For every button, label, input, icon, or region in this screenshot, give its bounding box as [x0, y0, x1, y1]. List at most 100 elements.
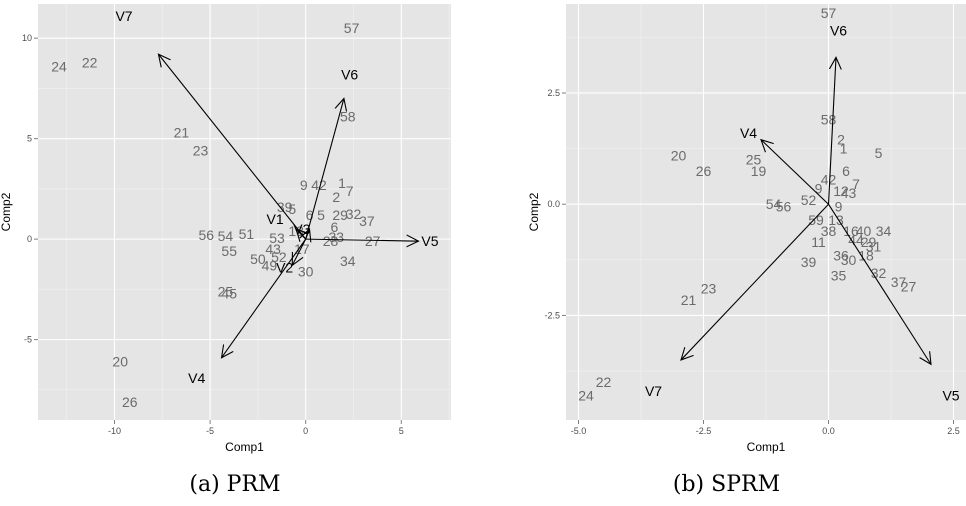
point-label: 19: [751, 163, 767, 179]
point-label: 31: [866, 238, 882, 254]
point-label: 43: [841, 185, 857, 201]
y-axis-title: Comp2: [0, 192, 13, 231]
panel-prm: -10 -5 0 5 -5 0 5 10 Comp1 Comp2 57 24 22 58 21 2 3 9 42 1 7…: [0, 0, 470, 506]
point-label: 1: [338, 175, 346, 191]
point-label: 25: [746, 152, 762, 168]
point-label: 42: [821, 172, 837, 188]
point-label: 51: [239, 226, 255, 242]
point-label: 11: [811, 234, 826, 250]
loading-arrow: [222, 238, 307, 358]
point-label: 13: [828, 212, 844, 228]
variable-label: V6: [341, 66, 358, 82]
point-label: 9: [835, 198, 843, 214]
point-label: 37: [891, 274, 907, 290]
point-label: 26: [122, 394, 138, 410]
point-label: 26: [696, 163, 712, 179]
point-label: 52: [801, 192, 817, 208]
point-label: 12: [833, 183, 849, 199]
point-label: 45: [221, 285, 237, 301]
point-label: 6: [330, 219, 338, 235]
point-label: 52: [271, 249, 287, 265]
x-tick-label: -10: [108, 426, 121, 436]
panel-sprm: -5.0 -2.5 0.0 2.5 -2.5 0.0 2.5 Comp1 Comp2 57 58 2 1…: [487, 0, 966, 506]
point-label: 7: [852, 176, 860, 192]
point-label: 40: [856, 223, 872, 239]
point-label: 21: [174, 125, 190, 141]
point-label: 2: [332, 189, 340, 205]
loading-arrow: [306, 229, 310, 239]
x-tick-label: -5: [206, 426, 214, 436]
variable-label: V3: [293, 221, 310, 237]
point-label: 7: [346, 183, 354, 199]
point-label: 29: [861, 234, 877, 250]
point-label: 39: [277, 199, 293, 215]
point-label: 5: [288, 201, 296, 217]
loading-arrow: [827, 57, 837, 205]
point-label: 43: [265, 241, 281, 257]
point-label: 32: [346, 206, 362, 222]
y-tick-label: 10: [22, 33, 32, 43]
point-label: 24: [51, 58, 67, 74]
variable-label: V2: [276, 259, 293, 275]
point-label: 27: [365, 233, 381, 249]
point-label: 53: [269, 230, 285, 246]
y-tick-label: 0.0: [547, 199, 560, 209]
point-label: 54: [218, 228, 234, 244]
point-label: 33: [328, 229, 344, 245]
plot-background: [38, 4, 451, 420]
point-label: 42: [311, 177, 327, 193]
y-tick-label: 2.5: [547, 88, 560, 98]
variable-label: V1: [267, 211, 284, 227]
point-label: 24: [578, 388, 594, 404]
point-label: 29: [332, 207, 348, 223]
point-label: 57: [821, 5, 837, 21]
variable-label: V7: [645, 383, 662, 399]
caption-prm: (a) PRM: [189, 472, 281, 497]
point-label: 22: [82, 54, 98, 70]
x-tick-label: 5: [399, 426, 404, 436]
point-label: 34: [340, 253, 356, 269]
chart-sprm: -5.0 -2.5 0.0 2.5-2.50.02.5Comp1Comp2575821…: [527, 4, 966, 454]
point-label: 23: [701, 281, 717, 297]
point-label: 5: [317, 207, 325, 223]
point-label: 57: [344, 20, 360, 36]
x-axis-title: Comp1: [225, 440, 264, 454]
y-axis-title: Comp2: [527, 192, 541, 231]
point-label: 28: [323, 233, 339, 249]
point-label: 25: [218, 283, 234, 299]
point-label: 58: [340, 109, 356, 125]
point-label: 30: [841, 252, 857, 268]
point-label: 39: [801, 254, 817, 270]
loading-arrow: [681, 203, 829, 360]
point-label: 20: [671, 147, 687, 163]
x-tick-label: -5.0: [571, 426, 587, 436]
loading-arrow: [828, 203, 932, 364]
y-tick-label: 5: [27, 134, 32, 144]
x-tick-label: -2.5: [696, 426, 712, 436]
point-label: 5: [875, 145, 883, 161]
point-label: 18: [858, 247, 874, 263]
point-label: 50: [250, 251, 266, 267]
point-label: 54: [766, 196, 782, 212]
point-label: 6: [842, 163, 850, 179]
loading-arrow: [158, 54, 307, 240]
point-label: 55: [221, 243, 237, 259]
point-label: 20: [112, 354, 128, 370]
y-tick-label: 0: [27, 234, 32, 244]
y-tick-label: -5: [24, 335, 32, 345]
point-label: 59: [808, 212, 824, 228]
point-label: 37: [359, 213, 375, 229]
loading-arrow: [761, 140, 829, 205]
point-label: 1: [840, 141, 848, 157]
x-axis-title: Comp1: [747, 440, 786, 454]
point-label: 21: [681, 292, 697, 308]
x-tick-label: 0: [303, 426, 308, 436]
point-label: 6: [306, 207, 314, 223]
y-tick-label: -2.5: [544, 310, 560, 320]
point-label: 2: [837, 132, 845, 148]
point-label: 38: [821, 223, 837, 239]
variable-label: V7: [115, 8, 132, 24]
point-label: 35: [831, 267, 847, 283]
x-tick-label: 2.5: [947, 426, 960, 436]
point-label: 27: [901, 279, 917, 295]
